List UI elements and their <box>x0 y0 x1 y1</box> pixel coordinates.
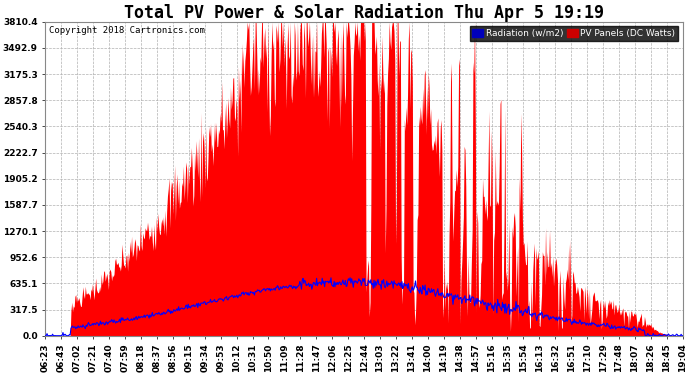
Text: Copyright 2018 Cartronics.com: Copyright 2018 Cartronics.com <box>48 27 204 36</box>
Title: Total PV Power & Solar Radiation Thu Apr 5 19:19: Total PV Power & Solar Radiation Thu Apr… <box>124 3 604 22</box>
Legend: Radiation (w/m2), PV Panels (DC Watts): Radiation (w/m2), PV Panels (DC Watts) <box>470 26 678 41</box>
